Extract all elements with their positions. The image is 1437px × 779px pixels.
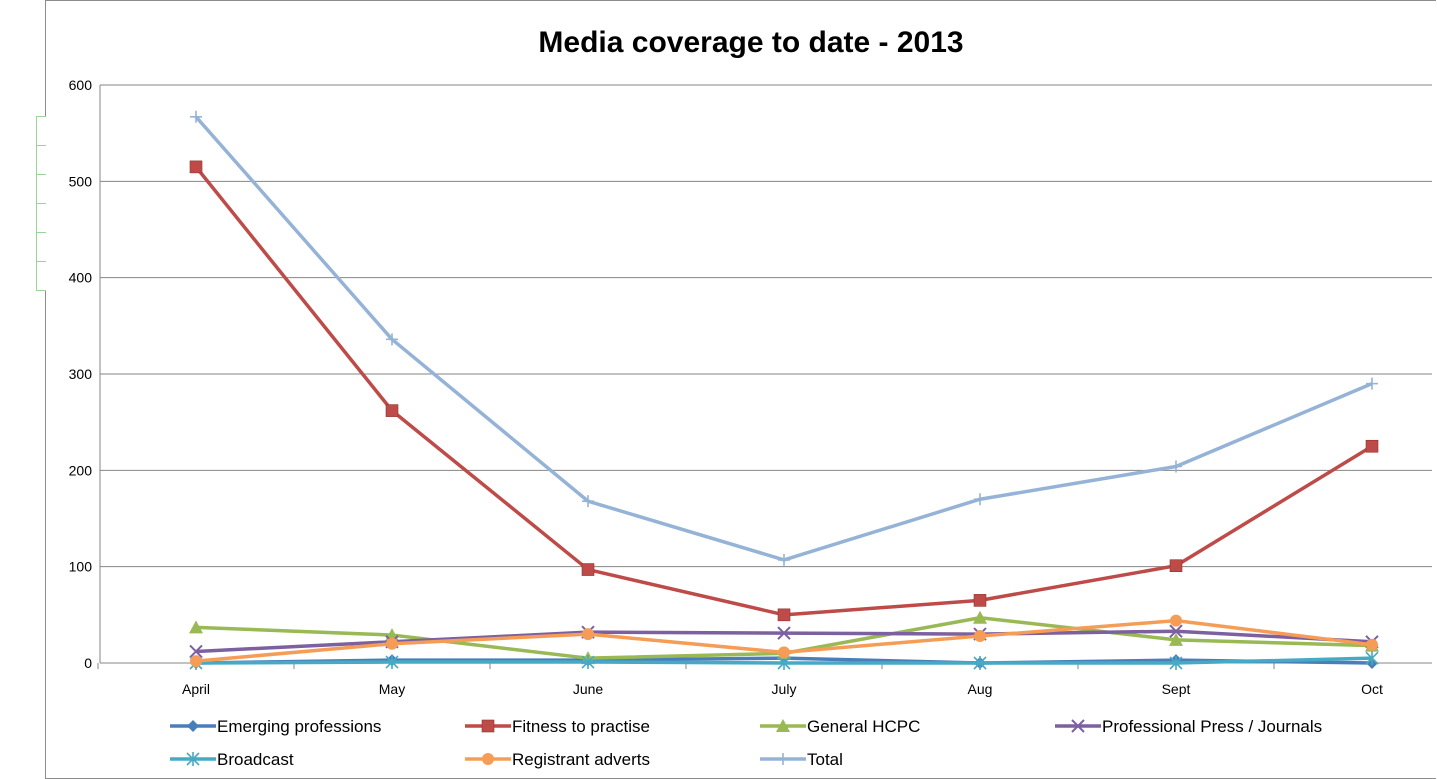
data-point xyxy=(386,637,398,650)
legend-label: Emerging professions xyxy=(217,717,381,736)
chart-title: Media coverage to date - 2013 xyxy=(538,26,963,59)
legend-marker xyxy=(482,753,494,765)
data-point xyxy=(385,404,399,417)
data-point xyxy=(189,160,203,174)
legend-marker xyxy=(777,753,789,765)
data-point xyxy=(385,655,399,670)
data-point xyxy=(1365,439,1379,453)
data-point xyxy=(1169,624,1183,638)
legend-label: Broadcast xyxy=(217,750,294,769)
legend-label: Fitness to practise xyxy=(512,717,650,736)
legend-label: Total xyxy=(807,750,843,769)
data-point xyxy=(973,594,987,607)
data-point xyxy=(1366,377,1378,390)
y-tick-label: 600 xyxy=(69,77,93,93)
legend-marker xyxy=(776,719,790,732)
legend-marker xyxy=(187,720,199,732)
data-point xyxy=(1366,638,1378,651)
data-point xyxy=(582,495,594,508)
y-tick-label: 200 xyxy=(69,462,93,478)
legend-marker xyxy=(481,719,495,733)
data-point xyxy=(1169,656,1183,670)
legend-label: General HCPC xyxy=(807,717,920,736)
data-point xyxy=(974,630,986,643)
series-line xyxy=(194,165,1373,617)
x-tick-label: May xyxy=(379,681,405,697)
gridlines xyxy=(100,84,1432,664)
series-registrant-adverts xyxy=(190,614,1378,668)
y-tick-label: 500 xyxy=(69,173,93,189)
data-point xyxy=(777,608,791,622)
series-broadcast xyxy=(189,651,1379,670)
data-point xyxy=(581,563,595,576)
legend-marker xyxy=(1071,719,1085,733)
legend-entry: Fitness to practise xyxy=(465,717,650,736)
data-point xyxy=(1170,460,1182,473)
y-tick-label: 400 xyxy=(69,270,93,286)
y-tick-label: 300 xyxy=(69,366,93,382)
data-point xyxy=(1365,651,1379,666)
legend-label: Professional Press / Journals xyxy=(1102,717,1322,736)
data-point xyxy=(1170,614,1182,627)
x-tick-label: Sept xyxy=(1162,681,1191,697)
data-point xyxy=(778,646,790,659)
legend: Emerging professions Fitness to practise G… xyxy=(170,717,1322,769)
legend-entry: Total xyxy=(760,750,843,769)
series-line xyxy=(194,115,1373,562)
series-lines xyxy=(189,110,1379,670)
data-point xyxy=(581,655,595,670)
data-point xyxy=(1169,559,1183,573)
data-point xyxy=(189,620,203,634)
data-point xyxy=(973,610,987,624)
data-point xyxy=(1169,632,1183,646)
legend-entry: Emerging professions xyxy=(170,717,381,736)
legend-entry: Broadcast xyxy=(170,750,294,769)
data-point xyxy=(189,644,203,659)
x-tick-label: April xyxy=(182,681,210,697)
data-point xyxy=(190,655,202,668)
data-point xyxy=(190,110,202,123)
y-tick-label: 100 xyxy=(69,559,93,575)
legend-marker xyxy=(186,752,200,766)
x-tick-label: July xyxy=(772,681,797,697)
legend-entry: Registrant adverts xyxy=(465,750,650,769)
data-point xyxy=(974,493,986,506)
spreadsheet-cell xyxy=(36,261,46,291)
legend-label: Registrant adverts xyxy=(512,750,650,769)
data-point xyxy=(973,656,987,670)
x-tick-label: Oct xyxy=(1361,681,1383,697)
axes: 0 100 200 300 400 500 600 April May June July Aug Se… xyxy=(69,77,1383,697)
x-tick-label: Aug xyxy=(968,681,993,697)
data-point xyxy=(778,553,790,566)
y-tick-label: 0 xyxy=(84,655,92,671)
data-point xyxy=(582,628,594,641)
data-point xyxy=(777,626,791,640)
legend-entry: Professional Press / Journals xyxy=(1055,717,1322,736)
legend-entry: General HCPC xyxy=(760,717,920,736)
spreadsheet-cell-fragments xyxy=(36,116,46,291)
series-fitness-to-practise xyxy=(189,160,1379,622)
series-total xyxy=(190,110,1378,566)
data-point xyxy=(386,333,398,346)
x-tick-label: June xyxy=(573,681,604,697)
